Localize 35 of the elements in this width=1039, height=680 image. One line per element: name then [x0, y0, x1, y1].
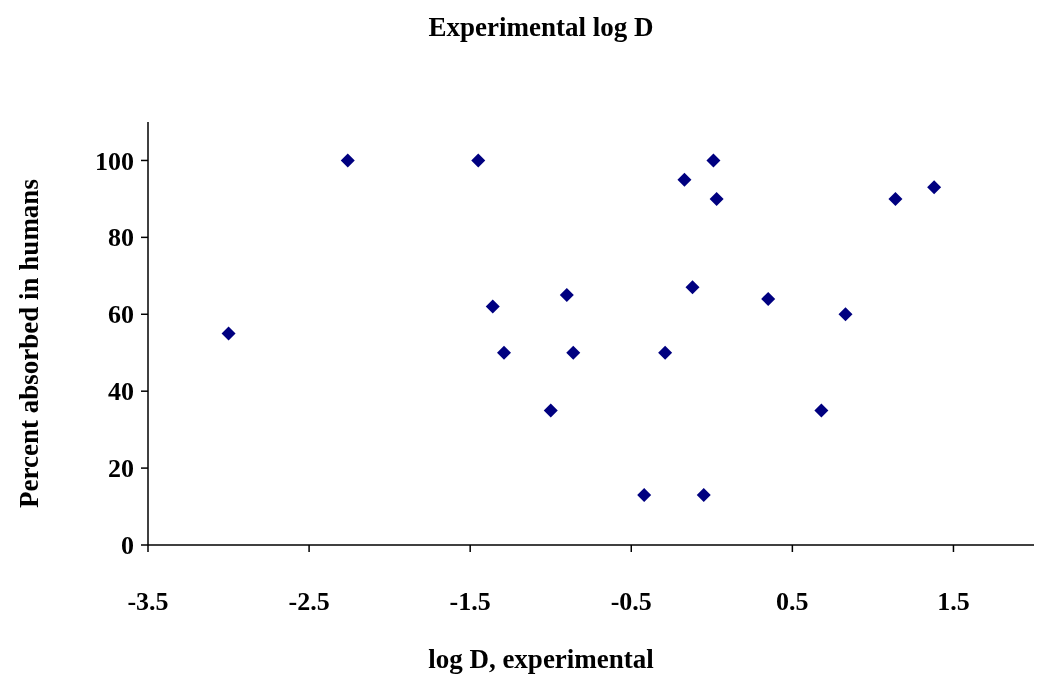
- point: [927, 180, 942, 195]
- chart-title: Experimental log D: [428, 12, 654, 42]
- point: [888, 191, 903, 206]
- point: [559, 288, 574, 303]
- x-axis-title: log D, experimental: [428, 644, 655, 674]
- point: [658, 345, 673, 360]
- y-tick-label: 20: [108, 454, 134, 484]
- y-axis-title: Percent absorbed in humans: [14, 179, 44, 508]
- y-tick-label: 0: [121, 531, 134, 561]
- point: [838, 307, 853, 322]
- point: [471, 153, 486, 168]
- x-tick-label: -1.5: [449, 587, 491, 616]
- point: [566, 345, 581, 360]
- point: [685, 280, 700, 295]
- point: [709, 191, 724, 206]
- point: [485, 299, 500, 314]
- point: [340, 153, 355, 168]
- point: [761, 291, 776, 306]
- y-tick-label: 80: [108, 223, 134, 253]
- y-tick-label: 40: [108, 377, 134, 407]
- point: [814, 403, 829, 418]
- point: [497, 345, 512, 360]
- x-tick-label: -3.5: [127, 587, 169, 616]
- point: [543, 403, 558, 418]
- point: [706, 153, 721, 168]
- point: [221, 326, 236, 341]
- x-tick-label: 1.5: [937, 587, 970, 616]
- x-tick-label: 0.5: [776, 587, 809, 616]
- x-tick-label: -0.5: [610, 587, 652, 616]
- point: [637, 488, 652, 503]
- x-tick-label: -2.5: [288, 587, 330, 616]
- y-tick-label: 100: [95, 146, 134, 176]
- point: [696, 488, 711, 503]
- y-tick-label: 60: [108, 300, 134, 330]
- point: [677, 172, 692, 187]
